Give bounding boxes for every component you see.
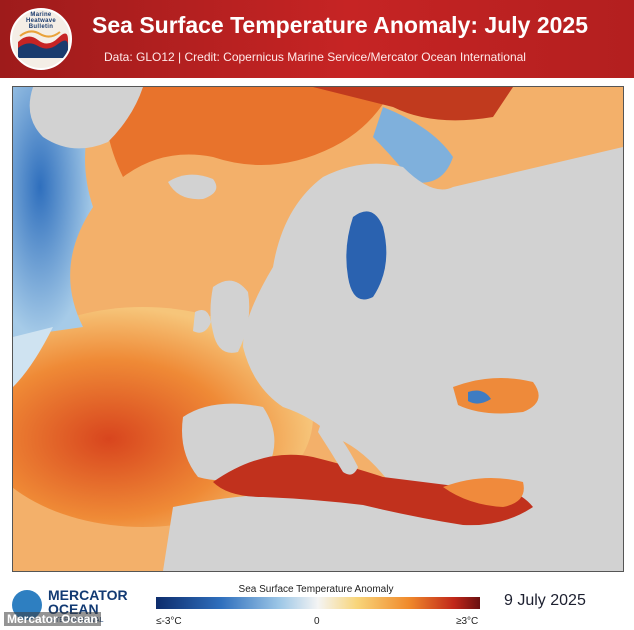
map-date: 9 July 2025: [504, 592, 586, 609]
sst-anomaly-map: [12, 86, 624, 572]
iceland: [168, 174, 217, 200]
logo-text: Marine Heatwave Bulletin: [25, 12, 57, 30]
italy: [318, 417, 358, 475]
cold-anomaly-west: [13, 87, 103, 337]
marine-heatwave-bulletin-logo: Marine Heatwave Bulletin: [10, 8, 72, 70]
great-britain: [210, 280, 250, 353]
iberian-peninsula: [182, 403, 275, 481]
black-sea: [453, 378, 539, 414]
page-title: Sea Surface Temperature Anomaly: July 20…: [92, 12, 588, 38]
legend-title: Sea Surface Temperature Anomaly: [238, 584, 394, 595]
map-graphic: [13, 87, 623, 571]
warm-anomaly-north: [103, 87, 393, 177]
greenland: [29, 87, 144, 149]
watermark: Mercator Ocean: [4, 612, 101, 626]
baltic-sea: [346, 211, 387, 300]
legend-colorbar: [156, 597, 480, 609]
legend-min-label: ≤-3°C: [156, 616, 182, 627]
mediterranean-sea: [213, 454, 533, 526]
logo-line-1: MERCATOR: [48, 587, 128, 603]
header-banner: Marine Heatwave Bulletin Sea Surface Tem…: [0, 0, 634, 78]
europe-landmass: [243, 147, 623, 571]
legend-mid-label: 0: [314, 616, 320, 627]
page-subtitle: Data: GLO12 | Credit: Copernicus Marine …: [104, 50, 526, 64]
north-africa: [163, 493, 623, 571]
legend-max-label: ≥3°C: [456, 616, 479, 627]
wave-icon: [18, 30, 68, 58]
cold-anomaly-barents: [373, 107, 453, 183]
ireland: [193, 309, 211, 333]
